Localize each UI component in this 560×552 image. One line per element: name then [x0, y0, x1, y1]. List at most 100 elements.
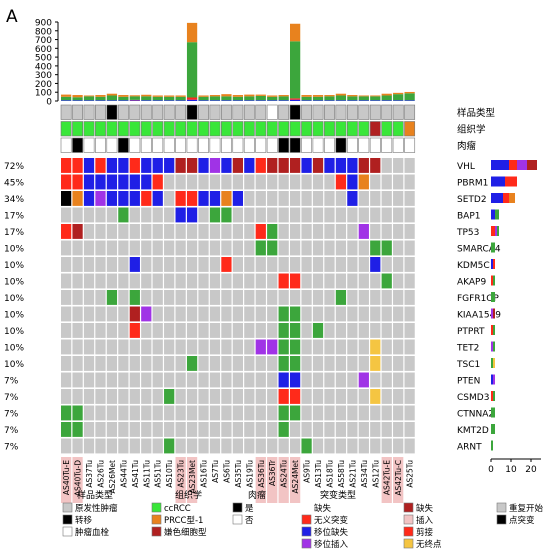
mutation-cell	[267, 174, 278, 190]
mutation-cell	[232, 257, 243, 272]
mutation-cell	[301, 290, 312, 305]
mutation-cell	[404, 207, 415, 223]
annotation-cell	[392, 104, 404, 120]
mutation-cell	[358, 372, 369, 388]
mutation-cell	[141, 158, 152, 173]
annotation-cell	[243, 104, 255, 120]
mutation-cell	[301, 372, 312, 388]
mutation-cell	[198, 290, 209, 305]
annotation-cell	[186, 137, 198, 153]
mutation-cell	[301, 356, 312, 371]
mutation-cell	[95, 323, 106, 338]
mutation-cell	[72, 389, 83, 404]
top-axis-tick-label: 100	[35, 89, 52, 99]
legend-label: 重复开始	[509, 503, 544, 514]
mutation-cell	[198, 240, 209, 256]
mutation-cell	[118, 207, 129, 223]
gene-bar-segment	[491, 226, 495, 236]
mutation-cell	[278, 356, 289, 371]
annotation-cell	[255, 137, 267, 153]
mutation-cell	[347, 174, 358, 190]
mutation-cell	[393, 273, 404, 289]
mutation-cell	[106, 339, 118, 355]
mutation-cell	[198, 207, 209, 223]
top-bar-segment	[301, 95, 312, 97]
mutation-cell	[370, 389, 381, 404]
top-bar-segment	[83, 100, 95, 101]
mutation-cell	[164, 306, 175, 322]
top-bar-segment	[95, 100, 106, 101]
mutation-cell	[152, 191, 163, 206]
top-bar-segment	[186, 97, 198, 100]
mutation-cell	[198, 306, 209, 322]
mutation-cell	[152, 158, 163, 173]
mutation-cell	[393, 290, 404, 305]
annotation-cell	[232, 121, 244, 137]
annotation-cell	[358, 121, 370, 137]
mutation-cell	[301, 306, 312, 322]
mutation-cell	[278, 290, 289, 305]
top-bar-segment	[358, 96, 369, 101]
legend-label: 移位缺失	[314, 527, 349, 538]
gene-bar-segment	[493, 259, 495, 269]
mutation-cell	[324, 191, 335, 206]
mutation-cell	[393, 306, 404, 322]
mutation-cell	[370, 323, 381, 338]
annotation-cell	[278, 137, 290, 153]
annotation-cell	[106, 137, 118, 153]
mutation-cell	[175, 438, 186, 454]
mutation-cell	[95, 290, 106, 305]
top-bar-segment	[232, 100, 243, 101]
mutation-cell	[221, 174, 232, 190]
mutation-cell	[404, 438, 415, 454]
legend-label: 原发性肿瘤	[75, 503, 118, 514]
mutation-cell	[370, 405, 381, 421]
mutation-cell	[221, 191, 232, 206]
mutation-cell	[404, 323, 415, 338]
annotation-cell	[232, 137, 244, 153]
legend-label: 是	[245, 504, 254, 514]
mutation-cell	[290, 306, 301, 322]
mutation-cell	[347, 438, 358, 454]
mutation-cell	[152, 224, 163, 239]
mutation-cell	[255, 273, 266, 289]
mutation-cell	[278, 372, 289, 388]
mutation-cell	[370, 174, 381, 190]
mutation-cell	[393, 339, 404, 355]
annotation-cell	[152, 137, 164, 153]
annotation-cell	[83, 104, 95, 120]
mutation-cell	[301, 422, 312, 437]
mutation-cell	[267, 191, 278, 206]
mutation-cell	[164, 207, 175, 223]
mutation-cell	[290, 372, 301, 388]
mutation-cell	[404, 306, 415, 322]
mutation-cell	[267, 405, 278, 421]
mutation-cell	[312, 191, 324, 206]
gene-label: TP53	[456, 228, 479, 238]
mutation-cell	[106, 422, 118, 437]
sample-label: AS10Tu	[165, 460, 174, 488]
mutation-cell	[209, 240, 221, 256]
mutation-cell	[232, 323, 243, 338]
mutation-cell	[255, 174, 266, 190]
mutation-cell	[255, 323, 266, 338]
top-axis-tick-label: 800	[35, 27, 52, 37]
top-bar-segment	[129, 100, 140, 101]
mutation-cell	[278, 306, 289, 322]
mutation-cell	[72, 356, 83, 371]
mutation-cell	[198, 356, 209, 371]
mutation-cell	[267, 257, 278, 272]
mutation-cell	[83, 405, 95, 421]
gene-frequency-label: 7%	[4, 393, 19, 403]
sample-label: AS16Tu	[200, 460, 209, 488]
mutation-cell	[347, 372, 358, 388]
mutation-cell	[324, 356, 335, 371]
gene-label: TET2	[456, 344, 479, 354]
mutation-cell	[118, 174, 129, 190]
mutation-cell	[335, 405, 347, 421]
top-bar-segment	[347, 95, 358, 97]
mutation-cell	[83, 389, 95, 404]
annotation-cell	[117, 137, 129, 153]
mutation-cell	[347, 224, 358, 239]
